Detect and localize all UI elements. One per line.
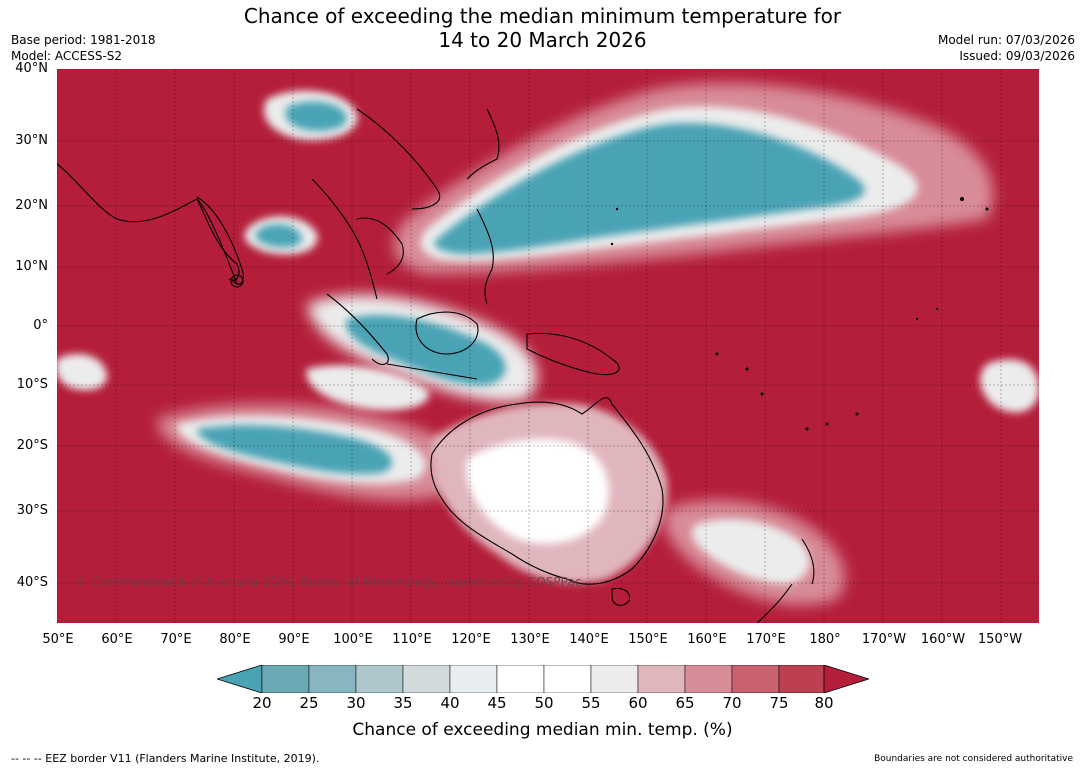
colorbar-bin-30-35 (355, 665, 404, 693)
copyright-notice: © Commonwealth of Australia 2026, Bureau… (76, 575, 582, 589)
colorbar-low-arrow (217, 665, 263, 693)
colorbar-bin-60-65 (637, 665, 686, 693)
colorbar-tick-80: 80 (814, 694, 834, 712)
pacific-islands (610, 197, 989, 431)
title-line-2: 14 to 20 March 2026 (438, 28, 647, 52)
region-arabian-sea (57, 354, 108, 391)
model-run: Model run: 07/03/2026 (937, 33, 1075, 47)
lon-label-150w: 150°W (977, 632, 1023, 647)
colorbar-bin-45-50 (496, 665, 545, 693)
colorbar-bin-35-40 (402, 665, 451, 693)
lon-label-160w: 160°W (920, 632, 966, 647)
colorbar-tick-20: 20 (252, 694, 272, 712)
colorbar-tick-50: 50 (534, 694, 554, 712)
colorbar-tick-55: 55 (581, 694, 601, 712)
meta-right: Model run: 07/03/2026 Issued: 09/03/2026 (938, 32, 1075, 64)
region-tasman (664, 500, 845, 605)
issued-date: Issued: 09/03/2026 (959, 49, 1075, 63)
lon-label-130e: 130°E (510, 632, 550, 647)
colorbar-tick-75: 75 (769, 694, 789, 712)
lat-label-30s: 30°S (16, 503, 48, 518)
model-name: Model: ACCESS-S2 (11, 49, 123, 63)
region-central-indian-ocean (306, 365, 429, 411)
lat-label-20s: 20°S (16, 438, 48, 453)
region-tibet (263, 90, 358, 141)
colorbar-tick-35: 35 (393, 694, 413, 712)
lon-label-50e: 50°E (42, 632, 74, 647)
region-bay-of-bengal (244, 216, 318, 255)
colorbar-bin-40-45 (449, 665, 498, 693)
lon-label-170e: 170°E (746, 632, 786, 647)
eez-note: -- -- -- EEZ border V11 (Flanders Marine… (11, 752, 320, 765)
colorbar-tick-40: 40 (440, 694, 460, 712)
colorbar-bin-65-70 (684, 665, 733, 693)
region-maritime-continent (307, 294, 537, 402)
colorbar-high-arrow (823, 665, 869, 693)
lon-label-70e: 70°E (160, 632, 192, 647)
colorbar-tick-65: 65 (675, 694, 695, 712)
lon-label-120e: 120°E (451, 632, 491, 647)
colorbar (217, 665, 869, 693)
lon-label-100e: 100°E (333, 632, 373, 647)
colorbar-label: Chance of exceeding median min. temp. (%… (352, 720, 733, 740)
boundary-disclaimer: Boundaries are not considered authoritat… (874, 754, 1073, 764)
lat-label-30n: 30°N (15, 133, 48, 148)
lon-label-110e: 110°E (392, 632, 432, 647)
colorbar-tick-45: 45 (487, 694, 507, 712)
colorbar-bin-70-75 (731, 665, 780, 693)
colorbar-tick-30: 30 (346, 694, 366, 712)
lat-label-20n: 20°N (15, 198, 48, 213)
probability-map[interactable] (57, 69, 1039, 623)
lon-label-90e: 90°E (278, 632, 310, 647)
base-period: Base period: 1981-2018 (11, 33, 156, 47)
lon-label-60e: 60°E (101, 632, 133, 647)
region-east-pacific-south (980, 359, 1039, 413)
lat-label-0: 0° (33, 318, 48, 333)
lon-label-170w: 170°W (861, 632, 907, 647)
lat-label-10n: 10°N (15, 259, 48, 274)
lon-label-140e: 140°E (569, 632, 609, 647)
title-line-1: Chance of exceeding the median minimum t… (243, 4, 842, 28)
lat-label-40n: 40°N (15, 61, 48, 76)
colorbar-bin-25-30 (308, 665, 357, 693)
colorbar-tick-60: 60 (628, 694, 648, 712)
map-panel[interactable] (57, 69, 1039, 623)
colorbar-tick-25: 25 (299, 694, 319, 712)
region-north-pacific-band (393, 83, 994, 275)
lat-label-40s: 40°S (16, 575, 48, 590)
colorbar-bin-20-25 (261, 665, 310, 693)
colorbar-bin-55-60 (590, 665, 639, 693)
colorbar-bin-75-80 (778, 665, 825, 693)
probability-regions (57, 83, 1039, 605)
lon-label-80e: 80°E (219, 632, 251, 647)
map-title: Chance of exceeding the median minimum t… (0, 4, 1085, 52)
lon-label-180: 180° (809, 632, 841, 647)
region-australia (431, 403, 668, 583)
region-indian-ocean-south (157, 404, 464, 500)
meta-left: Base period: 1981-2018 Model: ACCESS-S2 (11, 32, 156, 64)
lon-label-160e: 160°E (687, 632, 727, 647)
colorbar-tick-70: 70 (722, 694, 742, 712)
colorbar-bin-50-55 (543, 665, 592, 693)
lon-label-150e: 150°E (628, 632, 668, 647)
coastlines (57, 108, 815, 623)
lat-label-10s: 10°S (16, 377, 48, 392)
